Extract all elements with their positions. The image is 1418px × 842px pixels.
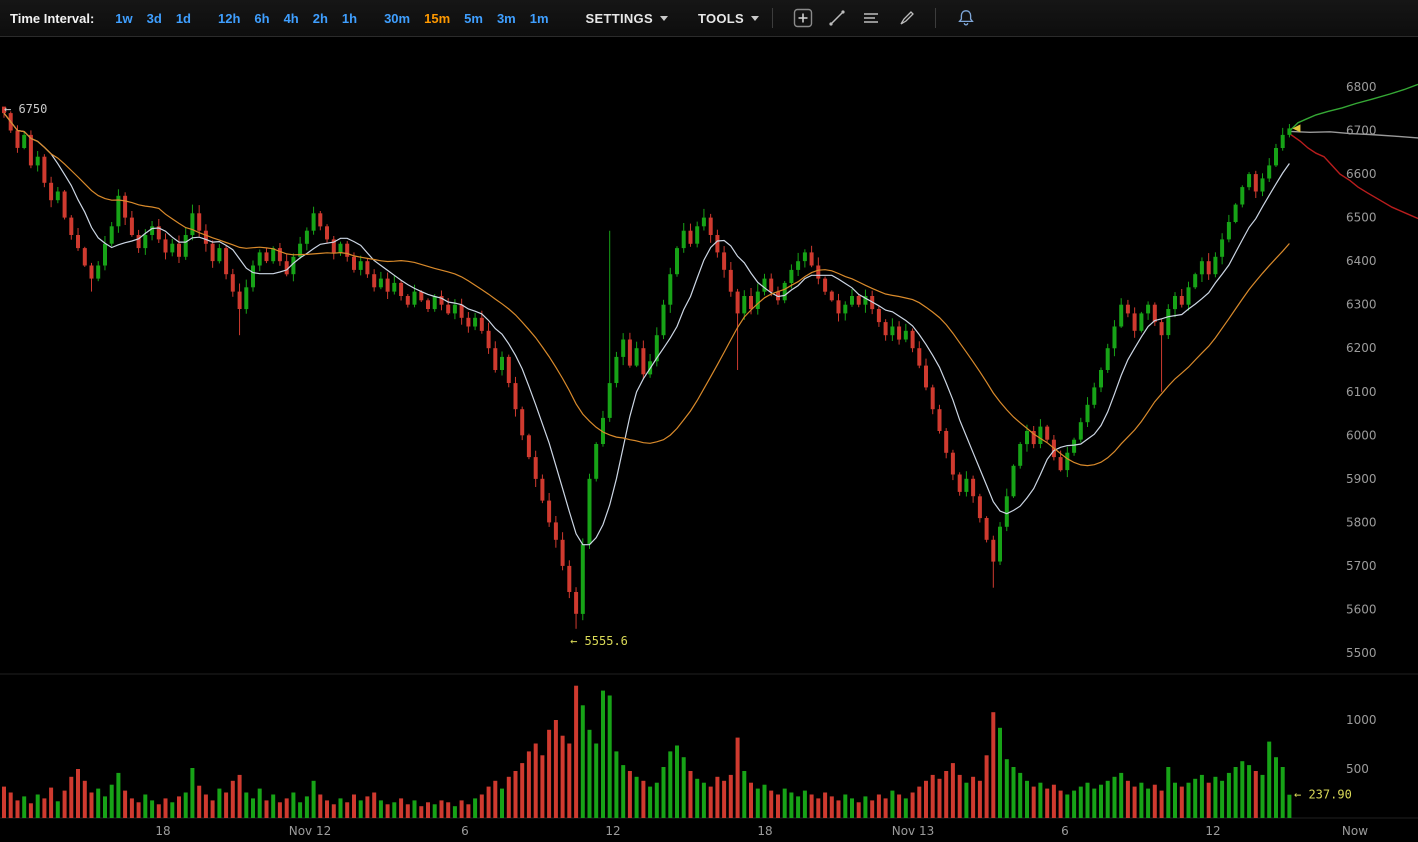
price-tick-label: 6500 <box>1346 211 1377 225</box>
time-tick-label: 6 <box>461 824 469 838</box>
interval-button-3m[interactable]: 3m <box>496 10 516 26</box>
settings-dropdown[interactable]: SETTINGS <box>586 11 668 26</box>
projection-lines <box>1289 83 1418 220</box>
time-tick-label: Nov 12 <box>289 824 332 838</box>
ma-slow-line <box>3 112 1290 467</box>
toolbar-divider <box>934 8 936 28</box>
caret-down-icon <box>750 15 759 21</box>
interval-button-15m[interactable]: 15m <box>424 10 451 26</box>
alert-bell-icon <box>958 10 974 26</box>
price-tick-label: 6800 <box>1346 80 1377 94</box>
volume-tick-label: 1000 <box>1346 713 1377 727</box>
time-tick-label: Nov 13 <box>892 824 935 838</box>
settings-label: SETTINGS <box>585 10 653 26</box>
interval-button-5m[interactable]: 5m <box>464 10 483 26</box>
interval-button-12h[interactable]: 12h <box>217 10 241 26</box>
brush-icon <box>900 11 914 25</box>
low-price-marker: ← 5555.6 <box>570 634 628 648</box>
interval-button-1w[interactable]: 1w <box>115 10 133 26</box>
time-tick-label: 12 <box>1205 824 1220 838</box>
candlesticks[interactable] <box>2 106 1292 629</box>
current-price-marker <box>1292 124 1301 133</box>
time-tick-label: 18 <box>155 824 170 838</box>
price-tick-label: 5600 <box>1346 603 1377 617</box>
brush-button[interactable] <box>892 5 918 31</box>
volume-axis[interactable]: 1000 500 <box>1346 713 1377 776</box>
interval-button-4h[interactable]: 4h <box>283 10 299 26</box>
line-tool-button[interactable] <box>824 5 850 31</box>
volume-marker: ← 237.90 <box>1294 788 1352 802</box>
volume-tick-label: 500 <box>1346 762 1369 776</box>
indicators-icon <box>863 13 878 23</box>
projection-red-line <box>1289 133 1418 220</box>
interval-button-6h[interactable]: 6h <box>254 10 270 26</box>
price-tick-label: 6700 <box>1346 124 1377 138</box>
price-tick-label: 5500 <box>1346 646 1377 660</box>
indicators-button[interactable] <box>858 5 884 31</box>
time-tick-label: 6 <box>1061 824 1069 838</box>
tools-dropdown[interactable]: TOOLS <box>698 11 759 26</box>
alerts-button[interactable] <box>953 5 979 31</box>
price-tick-label: 6100 <box>1346 385 1377 399</box>
price-tick-label: 6400 <box>1346 254 1377 268</box>
time-tick-label: Now <box>1342 824 1368 838</box>
ma-fast-line <box>3 112 1290 546</box>
time-tick-label: 12 <box>605 824 620 838</box>
add-button[interactable] <box>790 5 816 31</box>
interval-button-2h[interactable]: 2h <box>312 10 328 26</box>
price-tick-label: 5800 <box>1346 515 1377 529</box>
chart-canvas[interactable]: 6800670066006500640063006200610060005900… <box>0 38 1418 842</box>
toolbar: Time Interval: 1w 3d 1d 12h 6h 4h 2h 1h 30m 15m 5m… <box>0 0 1418 37</box>
time-interval-label: Time Interval: <box>10 10 95 26</box>
interval-button-3d[interactable]: 3d <box>146 10 162 26</box>
tools-label: TOOLS <box>697 10 744 26</box>
price-tick-label: 6200 <box>1346 341 1377 355</box>
interval-button-1d[interactable]: 1d <box>175 10 191 26</box>
interval-button-1h[interactable]: 1h <box>341 10 358 26</box>
add-icon <box>793 8 813 28</box>
open-price-marker: ← 6750 <box>4 102 47 116</box>
caret-down-icon <box>659 15 668 21</box>
price-tick-label: 6300 <box>1346 298 1377 312</box>
interval-button-30m[interactable]: 30m <box>384 10 411 26</box>
projection-gray-line <box>1289 130 1418 139</box>
price-tick-label: 6000 <box>1346 428 1377 442</box>
price-tick-label: 5900 <box>1346 472 1377 486</box>
time-tick-label: 18 <box>757 824 772 838</box>
price-axis[interactable]: 6800 6700 6600 6500 6400 6300 6200 6100 6000 5900… <box>1346 80 1377 660</box>
toolbar-divider <box>771 8 773 28</box>
interval-button-1m[interactable]: 1m <box>529 10 549 26</box>
volume-bars <box>2 685 1292 818</box>
line-tool-icon <box>829 10 845 26</box>
interval-buttons: 1w 3d 1d 12h 6h 4h 2h 1h 30m 15m 5m 3m 1m <box>108 11 555 26</box>
price-tick-label: 5700 <box>1346 559 1377 573</box>
price-tick-label: 6600 <box>1346 167 1377 181</box>
projection-green-line <box>1289 83 1418 132</box>
time-axis[interactable]: 18 Nov 12 6 12 18 Nov 13 6 12 Now <box>155 824 1368 838</box>
